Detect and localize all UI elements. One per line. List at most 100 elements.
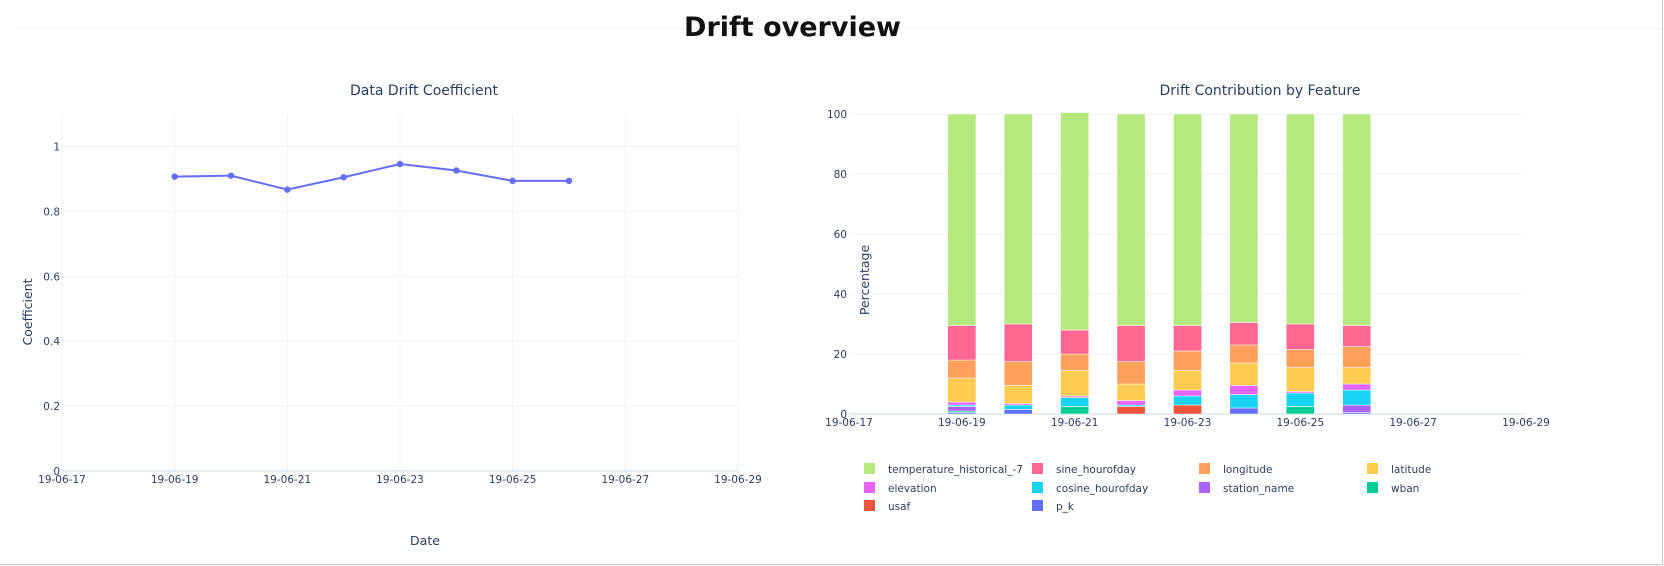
legend-item[interactable]: p_k: [1032, 500, 1075, 513]
drift-coefficient-x-ticks: 19-06-17 19-06-19 19-06-21 19-06-23 19-06-25…: [38, 474, 762, 486]
legend-swatch: [1032, 463, 1043, 474]
bar-segment-longitude: [1003, 361, 1033, 386]
drift-coefficient-x-axis-label: Date: [410, 533, 440, 548]
legend-label: latitude: [1391, 464, 1431, 476]
y-tick-label: 0: [53, 466, 60, 478]
bar-segment-latitude: [1003, 385, 1033, 404]
bar-segment-temperature-historical-7: [1173, 113, 1202, 326]
bar-segment-longitude: [947, 359, 977, 379]
data-point: [509, 177, 516, 185]
data-point: [227, 172, 235, 179]
bar-segment-temperature-historical-7: [947, 113, 977, 326]
legend-swatch: [1032, 482, 1043, 493]
y-tick-label: 0.4: [43, 336, 60, 348]
legend-item[interactable]: cosine_hourofday: [1032, 482, 1148, 495]
data-point: [340, 174, 347, 181]
header-divider: [16, 28, 1662, 29]
bar-segment-sine-hourofday: [1342, 325, 1372, 347]
bar-segment-latitude: [1285, 367, 1315, 392]
x-tick-label: 19-06-25: [489, 474, 537, 486]
legend-label: temperature_historical_-7: [888, 464, 1023, 476]
bar-segment-temperature-historical-7: [1342, 113, 1372, 326]
bar-segment-station-name: [1342, 404, 1372, 413]
legend-label: wban: [1391, 483, 1419, 495]
bar-segment-longitude: [1285, 349, 1315, 368]
y-tick-label: 60: [834, 229, 847, 241]
bar-segment-latitude: [1173, 370, 1202, 391]
bar-segment-cosine-hourofday: [1285, 392, 1315, 407]
legend-swatch: [1199, 482, 1210, 493]
drift-contribution-bars: [947, 112, 1372, 415]
bar-segment-wban: [1285, 406, 1315, 415]
legend-swatch: [1367, 463, 1378, 474]
bar-segment-cosine-hourofday: [1229, 394, 1259, 409]
legend-label: station_name: [1223, 483, 1294, 495]
drift-coefficient-gridlines: [61, 114, 739, 472]
bar-segment-temperature-historical-7: [1116, 113, 1146, 326]
legend-swatch: [1032, 500, 1043, 511]
bar-segment-latitude: [1060, 370, 1090, 397]
bar-segment-elevation: [1229, 385, 1259, 395]
bar-segment-latitude: [1116, 383, 1146, 401]
legend-item[interactable]: sine_hourofday: [1032, 463, 1136, 476]
bar-segment-usaf: [1173, 404, 1202, 415]
drift-contribution-y-ticks: 0 20 40 60 80 100: [827, 109, 847, 421]
legend-item[interactable]: elevation: [864, 482, 937, 495]
legend-swatch: [864, 463, 875, 474]
bar-segment-sine-hourofday: [1173, 325, 1202, 352]
x-tick-label: 19-06-27: [601, 474, 649, 486]
legend-label: elevation: [888, 483, 937, 495]
bar-segment-temperature-historical-7: [1003, 113, 1033, 325]
legend-item[interactable]: longitude: [1199, 463, 1272, 476]
data-point: [565, 177, 573, 185]
bar-segment-sine-hourofday: [1285, 323, 1315, 350]
legend-label: cosine_hourofday: [1056, 483, 1148, 495]
y-tick-label: 80: [834, 169, 847, 181]
bar-segment-elevation: [1116, 400, 1146, 406]
bar-segment-longitude: [1060, 353, 1090, 371]
legend-swatch: [1199, 463, 1210, 474]
x-tick-label: 19-06-25: [1276, 417, 1324, 429]
bar-segment-temperature-historical-7: [1229, 113, 1259, 323]
drift-coefficient-y-axis-label: Coefficient: [20, 278, 35, 345]
legend-item[interactable]: station_name: [1199, 482, 1294, 495]
legend-item[interactable]: usaf: [864, 500, 911, 513]
legend-item[interactable]: latitude: [1367, 463, 1431, 476]
bar-segment-sine-hourofday: [1060, 329, 1090, 355]
bar-segment-p-k: [1003, 409, 1033, 415]
bar-segment-temperature-historical-7: [1060, 112, 1090, 331]
bar-segment-cosine-hourofday: [1173, 395, 1202, 406]
data-point: [396, 160, 404, 168]
bar-segment-longitude: [1173, 350, 1202, 371]
bar-segment-sine-hourofday: [947, 325, 977, 361]
bar-segment-sine-hourofday: [1116, 325, 1146, 362]
y-tick-label: 40: [834, 289, 847, 301]
drift-coefficient-series: [171, 160, 573, 193]
bar-segment-latitude: [947, 377, 977, 403]
legend-swatch: [1367, 482, 1378, 493]
bar-segment-longitude: [1116, 361, 1146, 385]
series-line: [174, 162, 569, 191]
y-tick-label: 1: [53, 141, 60, 153]
drift-contribution-y-axis-label: Percentage: [857, 245, 872, 316]
bar-segment-usaf: [1116, 406, 1146, 415]
data-point: [284, 186, 291, 193]
bar-segment-sine-hourofday: [1229, 322, 1259, 346]
drift-contribution-x-ticks: 19-06-17 19-06-19 19-06-21 19-06-23 19-06-25…: [825, 417, 1550, 429]
bar-segment-sine-hourofday: [1003, 323, 1033, 362]
drift-contribution-chart: Drift Contribution by Feature 19-06-17 19…: [825, 83, 1550, 513]
y-tick-label: 0: [840, 409, 847, 421]
x-tick-label: 19-06-29: [1502, 417, 1550, 429]
bar-segment-latitude: [1229, 362, 1259, 386]
x-tick-label: 19-06-17: [38, 474, 86, 486]
bar-segment-station-name: [947, 406, 977, 412]
x-tick-label: 19-06-29: [714, 474, 762, 486]
drift-contribution-title: Drift Contribution by Feature: [1160, 83, 1361, 99]
legend-swatch: [864, 482, 875, 493]
bar-segment-latitude: [1342, 367, 1372, 385]
x-tick-label: 19-06-23: [1164, 417, 1212, 429]
y-tick-label: 0.8: [43, 206, 60, 218]
legend-item[interactable]: temperature_historical_-7: [864, 463, 1023, 476]
drift-coefficient-title: Data Drift Coefficient: [350, 83, 498, 99]
legend-item[interactable]: wban: [1367, 482, 1419, 495]
